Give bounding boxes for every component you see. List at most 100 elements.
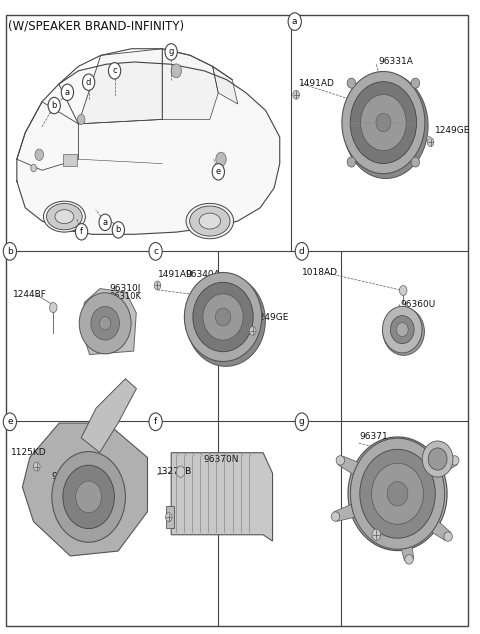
Ellipse shape — [387, 481, 408, 506]
Polygon shape — [334, 496, 374, 521]
Ellipse shape — [76, 481, 101, 513]
Ellipse shape — [77, 114, 85, 124]
Circle shape — [212, 164, 225, 180]
Text: 96340A: 96340A — [185, 269, 220, 278]
Text: d: d — [86, 78, 91, 87]
Ellipse shape — [372, 463, 423, 524]
Ellipse shape — [396, 323, 408, 337]
Text: g: g — [299, 417, 305, 426]
Circle shape — [108, 63, 120, 79]
Polygon shape — [395, 524, 414, 560]
Ellipse shape — [350, 82, 417, 164]
Text: 96310K: 96310K — [110, 292, 142, 301]
Circle shape — [3, 413, 16, 430]
Bar — [167, 507, 174, 529]
Polygon shape — [418, 456, 457, 485]
Circle shape — [149, 413, 162, 430]
Text: 1327CB: 1327CB — [388, 530, 423, 540]
Ellipse shape — [450, 456, 459, 465]
Text: 1125KD: 1125KD — [11, 448, 47, 457]
Circle shape — [288, 13, 301, 30]
Ellipse shape — [336, 456, 345, 465]
Polygon shape — [23, 423, 147, 556]
Text: g: g — [168, 48, 174, 56]
Ellipse shape — [360, 94, 406, 151]
Ellipse shape — [342, 72, 425, 174]
Text: a: a — [292, 17, 298, 26]
Text: (W/SPEAKER BRAND-INFINITY): (W/SPEAKER BRAND-INFINITY) — [9, 19, 185, 32]
Polygon shape — [171, 453, 273, 541]
Text: b: b — [51, 101, 57, 110]
Ellipse shape — [343, 73, 428, 179]
Circle shape — [166, 513, 172, 522]
Ellipse shape — [63, 465, 114, 529]
Text: 96370N: 96370N — [203, 455, 239, 464]
Text: e: e — [7, 417, 12, 426]
Text: f: f — [80, 227, 83, 236]
Text: 96310J: 96310J — [110, 284, 141, 293]
Ellipse shape — [99, 316, 111, 330]
Text: 1327CB: 1327CB — [157, 467, 192, 476]
Circle shape — [3, 243, 16, 260]
Circle shape — [295, 243, 309, 260]
Polygon shape — [17, 62, 280, 235]
Circle shape — [165, 44, 177, 60]
Circle shape — [149, 243, 162, 260]
Circle shape — [154, 281, 161, 290]
Ellipse shape — [347, 78, 356, 88]
Circle shape — [99, 214, 111, 231]
Polygon shape — [78, 49, 162, 124]
Ellipse shape — [390, 316, 414, 344]
Text: 1249GE: 1249GE — [254, 313, 289, 321]
Ellipse shape — [190, 206, 230, 236]
Ellipse shape — [405, 555, 413, 564]
Text: 96331A: 96331A — [379, 57, 414, 66]
Polygon shape — [414, 508, 451, 540]
Ellipse shape — [171, 64, 181, 78]
Ellipse shape — [411, 78, 420, 88]
Ellipse shape — [348, 437, 447, 550]
Ellipse shape — [35, 149, 44, 160]
Ellipse shape — [383, 306, 422, 353]
Polygon shape — [81, 378, 136, 453]
Text: a: a — [103, 218, 108, 227]
Text: c: c — [153, 247, 158, 256]
Ellipse shape — [216, 152, 226, 166]
Ellipse shape — [55, 210, 74, 224]
Text: 1491AD: 1491AD — [158, 269, 194, 278]
Ellipse shape — [199, 213, 220, 229]
Circle shape — [372, 529, 381, 540]
Text: 1244BF: 1244BF — [13, 290, 47, 299]
Circle shape — [427, 138, 434, 146]
Text: c: c — [112, 67, 117, 75]
Ellipse shape — [184, 273, 262, 361]
Ellipse shape — [422, 441, 453, 477]
Ellipse shape — [350, 438, 444, 549]
Polygon shape — [213, 67, 238, 104]
Ellipse shape — [79, 293, 131, 354]
Text: b: b — [7, 247, 13, 256]
Ellipse shape — [428, 448, 447, 470]
Polygon shape — [82, 288, 136, 354]
Text: e: e — [216, 167, 221, 176]
Polygon shape — [338, 456, 378, 485]
Ellipse shape — [360, 450, 435, 538]
Text: 1018AD: 1018AD — [302, 268, 338, 277]
Circle shape — [176, 466, 185, 477]
Text: b: b — [116, 226, 121, 235]
Text: 96371: 96371 — [360, 432, 389, 441]
Ellipse shape — [52, 451, 125, 542]
Ellipse shape — [331, 512, 340, 521]
Text: 96361L: 96361L — [51, 472, 84, 481]
Ellipse shape — [383, 307, 424, 356]
Circle shape — [399, 285, 407, 295]
Circle shape — [75, 224, 88, 240]
Ellipse shape — [347, 157, 356, 167]
Circle shape — [49, 302, 57, 313]
Circle shape — [295, 413, 309, 430]
Bar — [63, 154, 77, 165]
Text: d: d — [299, 247, 305, 256]
Text: f: f — [154, 417, 157, 426]
Text: a: a — [65, 87, 70, 97]
Circle shape — [61, 84, 73, 101]
